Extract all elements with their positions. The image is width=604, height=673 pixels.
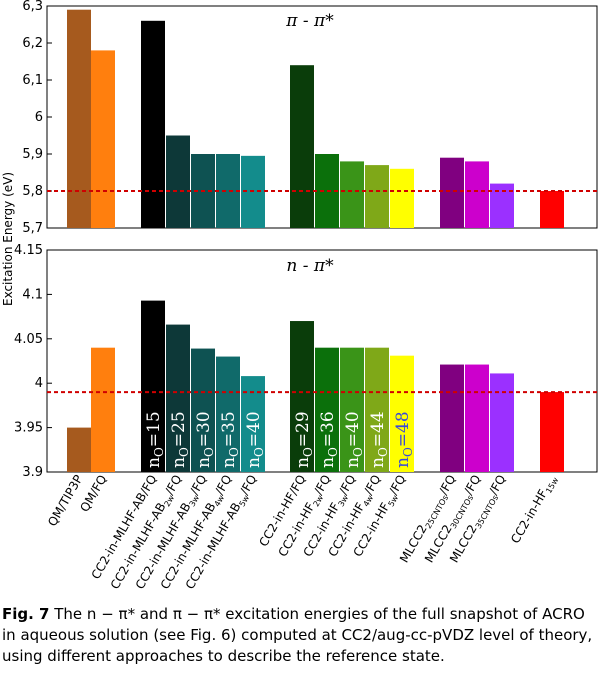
bottom-bar-12: [440, 364, 464, 472]
caption-text: The n − π* and π − π* excitation energie…: [2, 605, 593, 665]
top-y-tick-label: 5,9: [22, 147, 43, 162]
bottom-bar-3: [166, 324, 190, 472]
bottom-bar-15: [540, 392, 564, 472]
x-category-label-0: QM/TIP3P: [45, 473, 86, 529]
bottom-bar-0: [67, 427, 91, 472]
top-bar-9: [340, 161, 364, 228]
bar-annotation-11: nO=48: [393, 411, 415, 468]
bar-annotation-4: nO=30: [194, 411, 216, 468]
y-axis-label: Excitation Energy (eV): [1, 172, 15, 306]
bottom-bar-11: [390, 355, 414, 472]
top-bar-10: [365, 165, 389, 228]
bar-annotation-6: nO=40: [244, 411, 266, 468]
top-bar-7: [290, 65, 314, 228]
x-axis-labels: QM/TIP3PQM/FQCC2-in-MLHF-AB/FQCC2-in-MLH…: [45, 472, 560, 592]
bottom-bar-9: [340, 347, 364, 472]
bottom-bars: [67, 300, 564, 472]
bottom-bar-1: [91, 347, 115, 472]
top-bar-11: [390, 168, 414, 228]
top-panel-title: π - π*: [285, 11, 334, 31]
top-y-tick-label: 6,3: [22, 0, 43, 14]
bottom-bar-4: [191, 348, 215, 472]
top-y-tick-label: 6: [35, 110, 43, 125]
bar-chart-figure: π - π* 5,75,85,966,16,26,3 n - π* 3.93.9…: [1, 0, 598, 592]
bottom-bar-10: [365, 347, 389, 472]
bottom-bar-2: [141, 300, 165, 472]
top-y-tick-label: 6,2: [22, 36, 43, 51]
bar-annotation-10: nO=44: [368, 411, 390, 468]
top-y-ticks: 5,7 5,8 5,9 6 6,1 6,2 6,3: [22, 0, 52, 236]
bottom-bar-14: [490, 373, 514, 472]
top-bar-2: [141, 20, 165, 228]
bottom-y-tick-label: 4.1: [22, 287, 43, 302]
bar-annotation-8: nO=36: [318, 411, 340, 468]
top-y-tick-label: 5,7: [22, 221, 43, 236]
bottom-y-tick-label: 4.15: [14, 243, 43, 258]
bottom-y-tick-label: 4: [35, 376, 43, 391]
pi-pi-star-panel: π - π* 5,7 5,8 5,9 6 6,1 6,2 6,3: [22, 0, 598, 236]
bottom-panel-title: n - π*: [286, 256, 334, 276]
bottom-bar-8: [315, 347, 339, 472]
bottom-y-tick-label: 3.9: [22, 465, 43, 480]
top-bar-1: [91, 50, 115, 229]
bar-annotation-2: nO=15: [144, 411, 166, 468]
top-bar-12: [440, 157, 464, 228]
top-y-tick-label: 5,8: [22, 184, 43, 199]
bottom-bar-7: [290, 321, 314, 472]
bar-annotations: nO=15nO=25nO=30nO=35nO=40nO=29nO=36nO=40…: [144, 411, 415, 468]
bar-annotation-3: nO=25: [169, 411, 191, 468]
top-bar-3: [166, 135, 190, 228]
bottom-bar-5: [216, 356, 240, 472]
top-bar-0: [67, 9, 91, 229]
x-category-label-15: CC2-in-HF15w: [508, 472, 560, 547]
top-bar-13: [465, 161, 489, 228]
bottom-bar-13: [465, 364, 489, 472]
bottom-y-tick-label: 4.05: [14, 332, 43, 347]
top-bars: [67, 9, 564, 229]
bottom-y-tick-label: 3.95: [14, 421, 43, 436]
bar-annotation-9: nO=40: [343, 411, 365, 468]
top-bar-15: [540, 191, 564, 228]
bar-annotation-7: nO=29: [293, 411, 315, 468]
figure-caption: Fig. 7 The n − π* and π − π* excitation …: [2, 604, 600, 667]
top-y-tick-label: 6,1: [22, 73, 43, 88]
bottom-y-ticks: 3.9 3.95 4 4.05 4.1 4.15: [14, 243, 52, 480]
caption-label: Fig. 7: [2, 605, 50, 623]
bar-annotation-5: nO=35: [219, 411, 241, 468]
